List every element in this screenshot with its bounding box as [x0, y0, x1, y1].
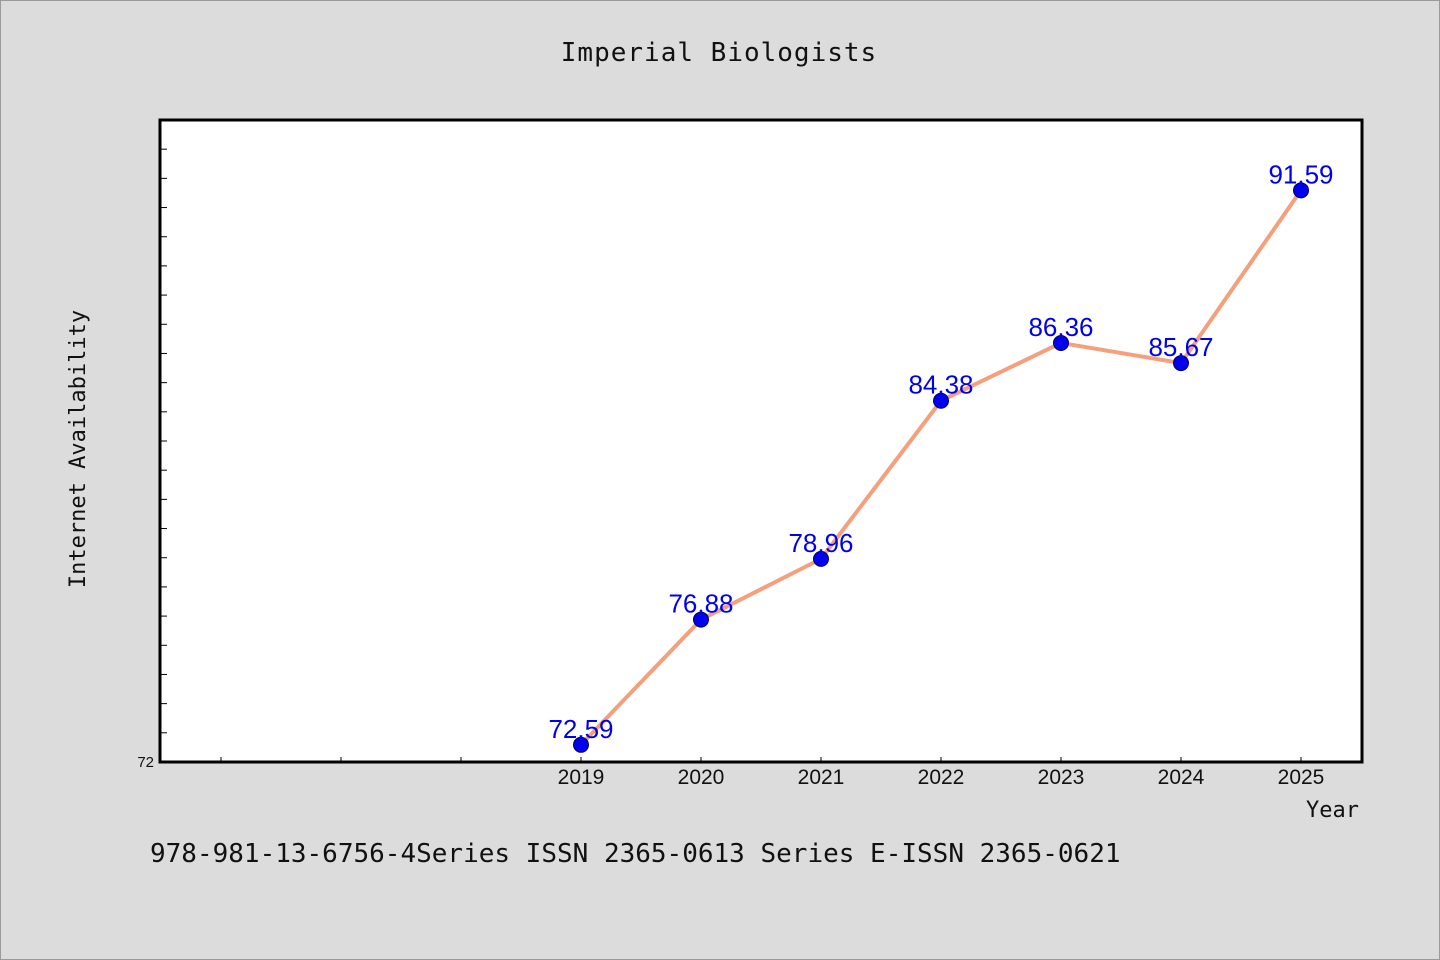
x-tick-label: 2020 — [678, 766, 725, 789]
plot-area — [158, 118, 1364, 764]
series-markers-group — [573, 182, 1309, 753]
data-label: 72.59 — [548, 714, 613, 744]
data-point — [1173, 355, 1189, 372]
y-axis-label: Internet Availability — [66, 310, 91, 588]
data-point — [693, 611, 709, 628]
chart-title: Imperial Biologists — [561, 38, 877, 68]
data-point — [813, 550, 829, 567]
data-labels-group: 72.59 76.88 78.96 84.38 86.36 85.67 91.59 — [548, 159, 1333, 743]
data-label: 85.67 — [1148, 332, 1213, 362]
data-point — [1293, 182, 1309, 199]
x-tick-label: 2019 — [558, 766, 605, 789]
x-tick-label: 2024 — [1158, 766, 1205, 789]
x-tick-label: 2022 — [918, 766, 965, 789]
y-tick-label: 72 — [137, 754, 154, 771]
x-tick-label: 2021 — [798, 766, 845, 789]
y-axis-ticks: 72 — [137, 148, 167, 771]
x-axis-label: Year — [1306, 798, 1359, 823]
data-point — [933, 392, 949, 409]
data-point — [1053, 334, 1069, 351]
x-axis-ticks: 2019 2020 2021 2022 2023 2024 2025 — [220, 757, 1325, 789]
data-point — [573, 736, 589, 753]
data-label: 78.96 — [788, 528, 853, 558]
data-label: 84.38 — [908, 370, 973, 400]
data-label: 86.36 — [1028, 312, 1093, 342]
footnote: 978-981-13-6756-4Series ISSN 2365-0613 S… — [150, 839, 1121, 869]
x-tick-label: 2023 — [1038, 766, 1085, 789]
x-tick-label: 2025 — [1278, 766, 1325, 789]
data-label: 91.59 — [1268, 159, 1333, 189]
data-label: 76.88 — [668, 589, 733, 619]
